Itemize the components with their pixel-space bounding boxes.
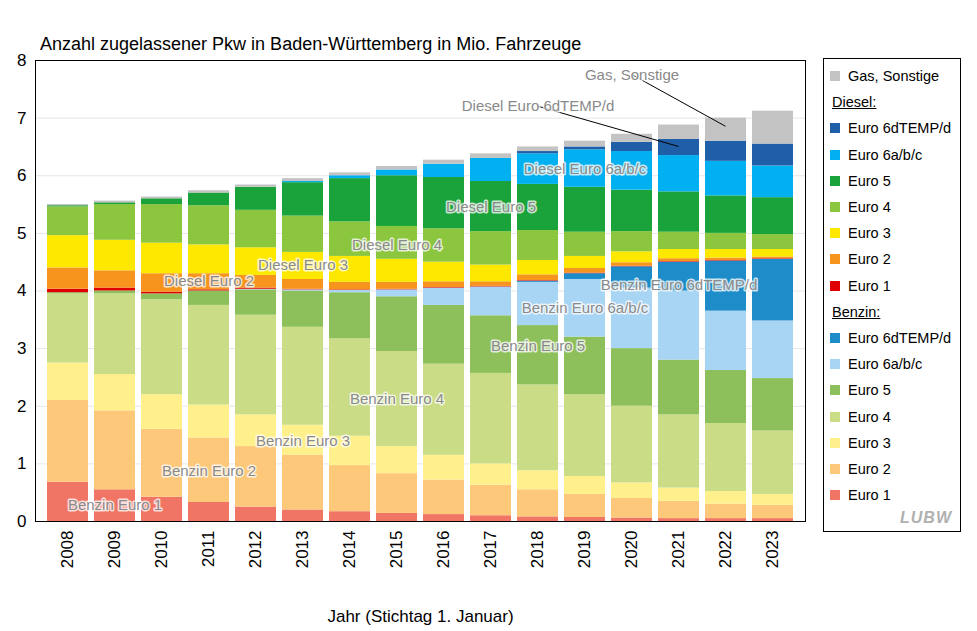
html-text:Euro 5: Euro 5 xyxy=(848,382,891,399)
svg-text:2: 2 xyxy=(17,397,26,416)
svg-text:Benzin Euro 4: Benzin Euro 4 xyxy=(350,390,444,407)
svg-text:2011: 2011 xyxy=(199,531,218,568)
html-text:Euro 6a/b/c: Euro 6a/b/c xyxy=(848,146,923,163)
svg-text:2009: 2009 xyxy=(105,531,124,569)
html-text:Euro 3: Euro 3 xyxy=(848,434,891,451)
svg-text:Diesel Euro 4: Diesel Euro 4 xyxy=(352,236,442,253)
svg-text:Diesel Euro 2: Diesel Euro 2 xyxy=(164,272,254,289)
svg-text:2013: 2013 xyxy=(293,531,312,569)
svg-text:2019: 2019 xyxy=(575,531,594,569)
svg-text:7: 7 xyxy=(17,109,26,128)
svg-text:1: 1 xyxy=(17,454,26,473)
html-text:Euro 3: Euro 3 xyxy=(848,225,891,242)
svg-text:2021: 2021 xyxy=(669,531,688,569)
svg-text:Benzin Euro 6dTEMP/d: Benzin Euro 6dTEMP/d xyxy=(601,276,758,293)
svg-text:Benzin Euro 5: Benzin Euro 5 xyxy=(491,337,585,354)
html-text:Euro 2: Euro 2 xyxy=(848,460,891,477)
html-text:Anzahl zugelassener Pkw in Bad: Anzahl zugelassener Pkw in Baden-Württem… xyxy=(40,34,582,54)
svg-text:Diesel Euro 5: Diesel Euro 5 xyxy=(446,198,536,215)
svg-text:3: 3 xyxy=(17,339,26,358)
svg-text:Diesel Euro 6dTEMP/d: Diesel Euro 6dTEMP/d xyxy=(462,97,615,114)
html-text:Euro 6dTEMP/d: Euro 6dTEMP/d xyxy=(848,120,952,137)
svg-text:2016: 2016 xyxy=(434,531,453,569)
svg-text:Diesel Euro 6a/b/c: Diesel Euro 6a/b/c xyxy=(524,160,647,177)
svg-text:Benzin Euro 2: Benzin Euro 2 xyxy=(162,462,256,479)
html-text:Euro 6dTEMP/d: Euro 6dTEMP/d xyxy=(848,330,952,346)
svg-text:Gas, Sonstige: Gas, Sonstige xyxy=(585,66,679,83)
html-text:Euro 1: Euro 1 xyxy=(848,487,891,504)
svg-text:2012: 2012 xyxy=(246,531,265,569)
svg-text:2008: 2008 xyxy=(58,531,77,569)
html-text:Benzin:: Benzin: xyxy=(832,303,881,320)
svg-text:2022: 2022 xyxy=(716,531,735,569)
svg-text:2018: 2018 xyxy=(528,531,547,569)
svg-text:Benzin Euro 6a/b/c: Benzin Euro 6a/b/c xyxy=(522,299,649,316)
html-text:Euro 5: Euro 5 xyxy=(848,172,891,189)
svg-text:8: 8 xyxy=(17,51,26,70)
svg-text:5: 5 xyxy=(17,224,26,243)
svg-text:2023: 2023 xyxy=(763,531,782,569)
html-text:Gas, Sonstige: Gas, Sonstige xyxy=(848,68,940,85)
svg-text:Benzin Euro 3: Benzin Euro 3 xyxy=(256,432,350,449)
svg-text:Diesel Euro 3: Diesel Euro 3 xyxy=(258,256,348,273)
svg-text:6: 6 xyxy=(17,166,26,185)
svg-text:2020: 2020 xyxy=(622,531,641,569)
html-text:Euro 1: Euro 1 xyxy=(848,277,891,294)
svg-text:2015: 2015 xyxy=(387,531,406,569)
svg-text:2010: 2010 xyxy=(152,531,171,569)
svg-text:0: 0 xyxy=(17,512,26,531)
html-text:Euro 4: Euro 4 xyxy=(848,408,891,425)
html-text:Diesel:: Diesel: xyxy=(832,94,877,111)
svg-text:2014: 2014 xyxy=(340,531,359,569)
html-text:Euro 2: Euro 2 xyxy=(848,251,891,268)
html-text:Euro 6a/b/c: Euro 6a/b/c xyxy=(848,356,923,373)
svg-text:2017: 2017 xyxy=(481,531,500,569)
svg-text:Benzin Euro 1: Benzin Euro 1 xyxy=(68,496,162,513)
html-text:Euro 4: Euro 4 xyxy=(848,199,891,215)
html-text:LUBW: LUBW xyxy=(900,509,952,526)
svg-text:Jahr (Stichtag 1. Januar): Jahr (Stichtag 1. Januar) xyxy=(327,607,513,626)
svg-text:4: 4 xyxy=(17,281,26,300)
